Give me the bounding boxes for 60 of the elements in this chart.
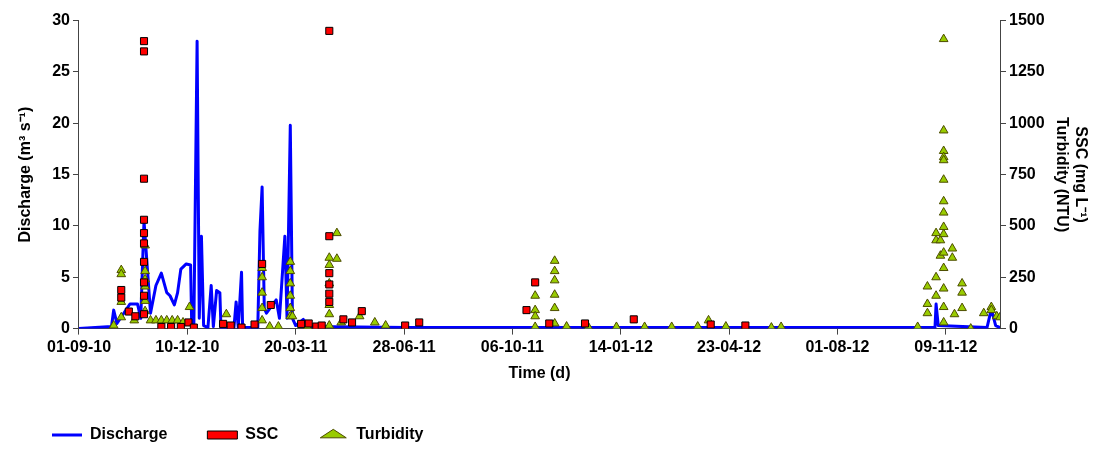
point [629,315,638,324]
point [124,307,133,316]
y2-tick-label: 500 [1009,216,1036,234]
x-tick-label: 20-03-11 [264,337,328,355]
point [325,289,334,298]
y-tick-label: 15 [52,165,71,183]
legend-label: Discharge [90,425,168,443]
point [139,310,149,319]
y2-tick-label: 1500 [1009,11,1045,29]
point [139,37,149,46]
point [317,321,326,329]
point [258,259,267,268]
point [266,300,275,310]
y2-tick-label: 750 [1009,165,1036,183]
y-tick-label: 25 [52,62,71,80]
point [139,257,149,266]
point [250,320,259,329]
point [706,320,715,329]
legend-label: SSC [245,425,279,443]
y-tick-label: 0 [61,319,71,337]
x-axis-title: Time (d) [508,363,571,381]
point [531,278,540,287]
y2-axis-title: SSC (mg L⁻¹) Turbidity (NTU) [1053,116,1090,233]
point [325,232,334,241]
y-tick-label: 20 [52,113,71,131]
y2-tick-label: 1000 [1009,113,1045,131]
point [297,319,306,328]
x-tick-label: 10-12-10 [155,337,220,355]
y2-tick-label: 250 [1009,267,1036,285]
x-tick-label: 01-09-10 [46,337,112,355]
point [545,319,554,328]
point [580,319,590,328]
x-tick-label: 06-10-11 [480,337,545,355]
y-tick-label: 5 [61,267,71,285]
x-tick-label: 14-01-12 [588,337,653,355]
point [325,26,334,35]
point [139,174,149,183]
point [139,229,149,238]
point [139,215,149,224]
point [139,47,149,56]
y2-tick-label: 1250 [1009,62,1045,80]
x-tick-label: 23-04-12 [697,337,762,355]
point [226,321,235,329]
y-tick-label: 30 [52,11,71,29]
point [184,318,193,327]
x-tick-label: 28-06-11 [372,337,436,355]
y2-tick-label: 0 [1009,319,1019,337]
point [219,319,228,328]
legend-label: Turbidity [356,425,424,443]
point [357,307,366,316]
y-tick-label: 10 [52,216,71,234]
x-tick-label: 09-11-12 [914,337,978,355]
point [415,318,424,327]
y-axis-title: Discharge (m³ s⁻¹) [16,106,34,243]
point [139,291,149,300]
point [348,318,357,327]
point [157,322,166,329]
x-tick-label: 01-08-12 [805,337,870,355]
point [325,269,334,278]
point [522,306,531,315]
